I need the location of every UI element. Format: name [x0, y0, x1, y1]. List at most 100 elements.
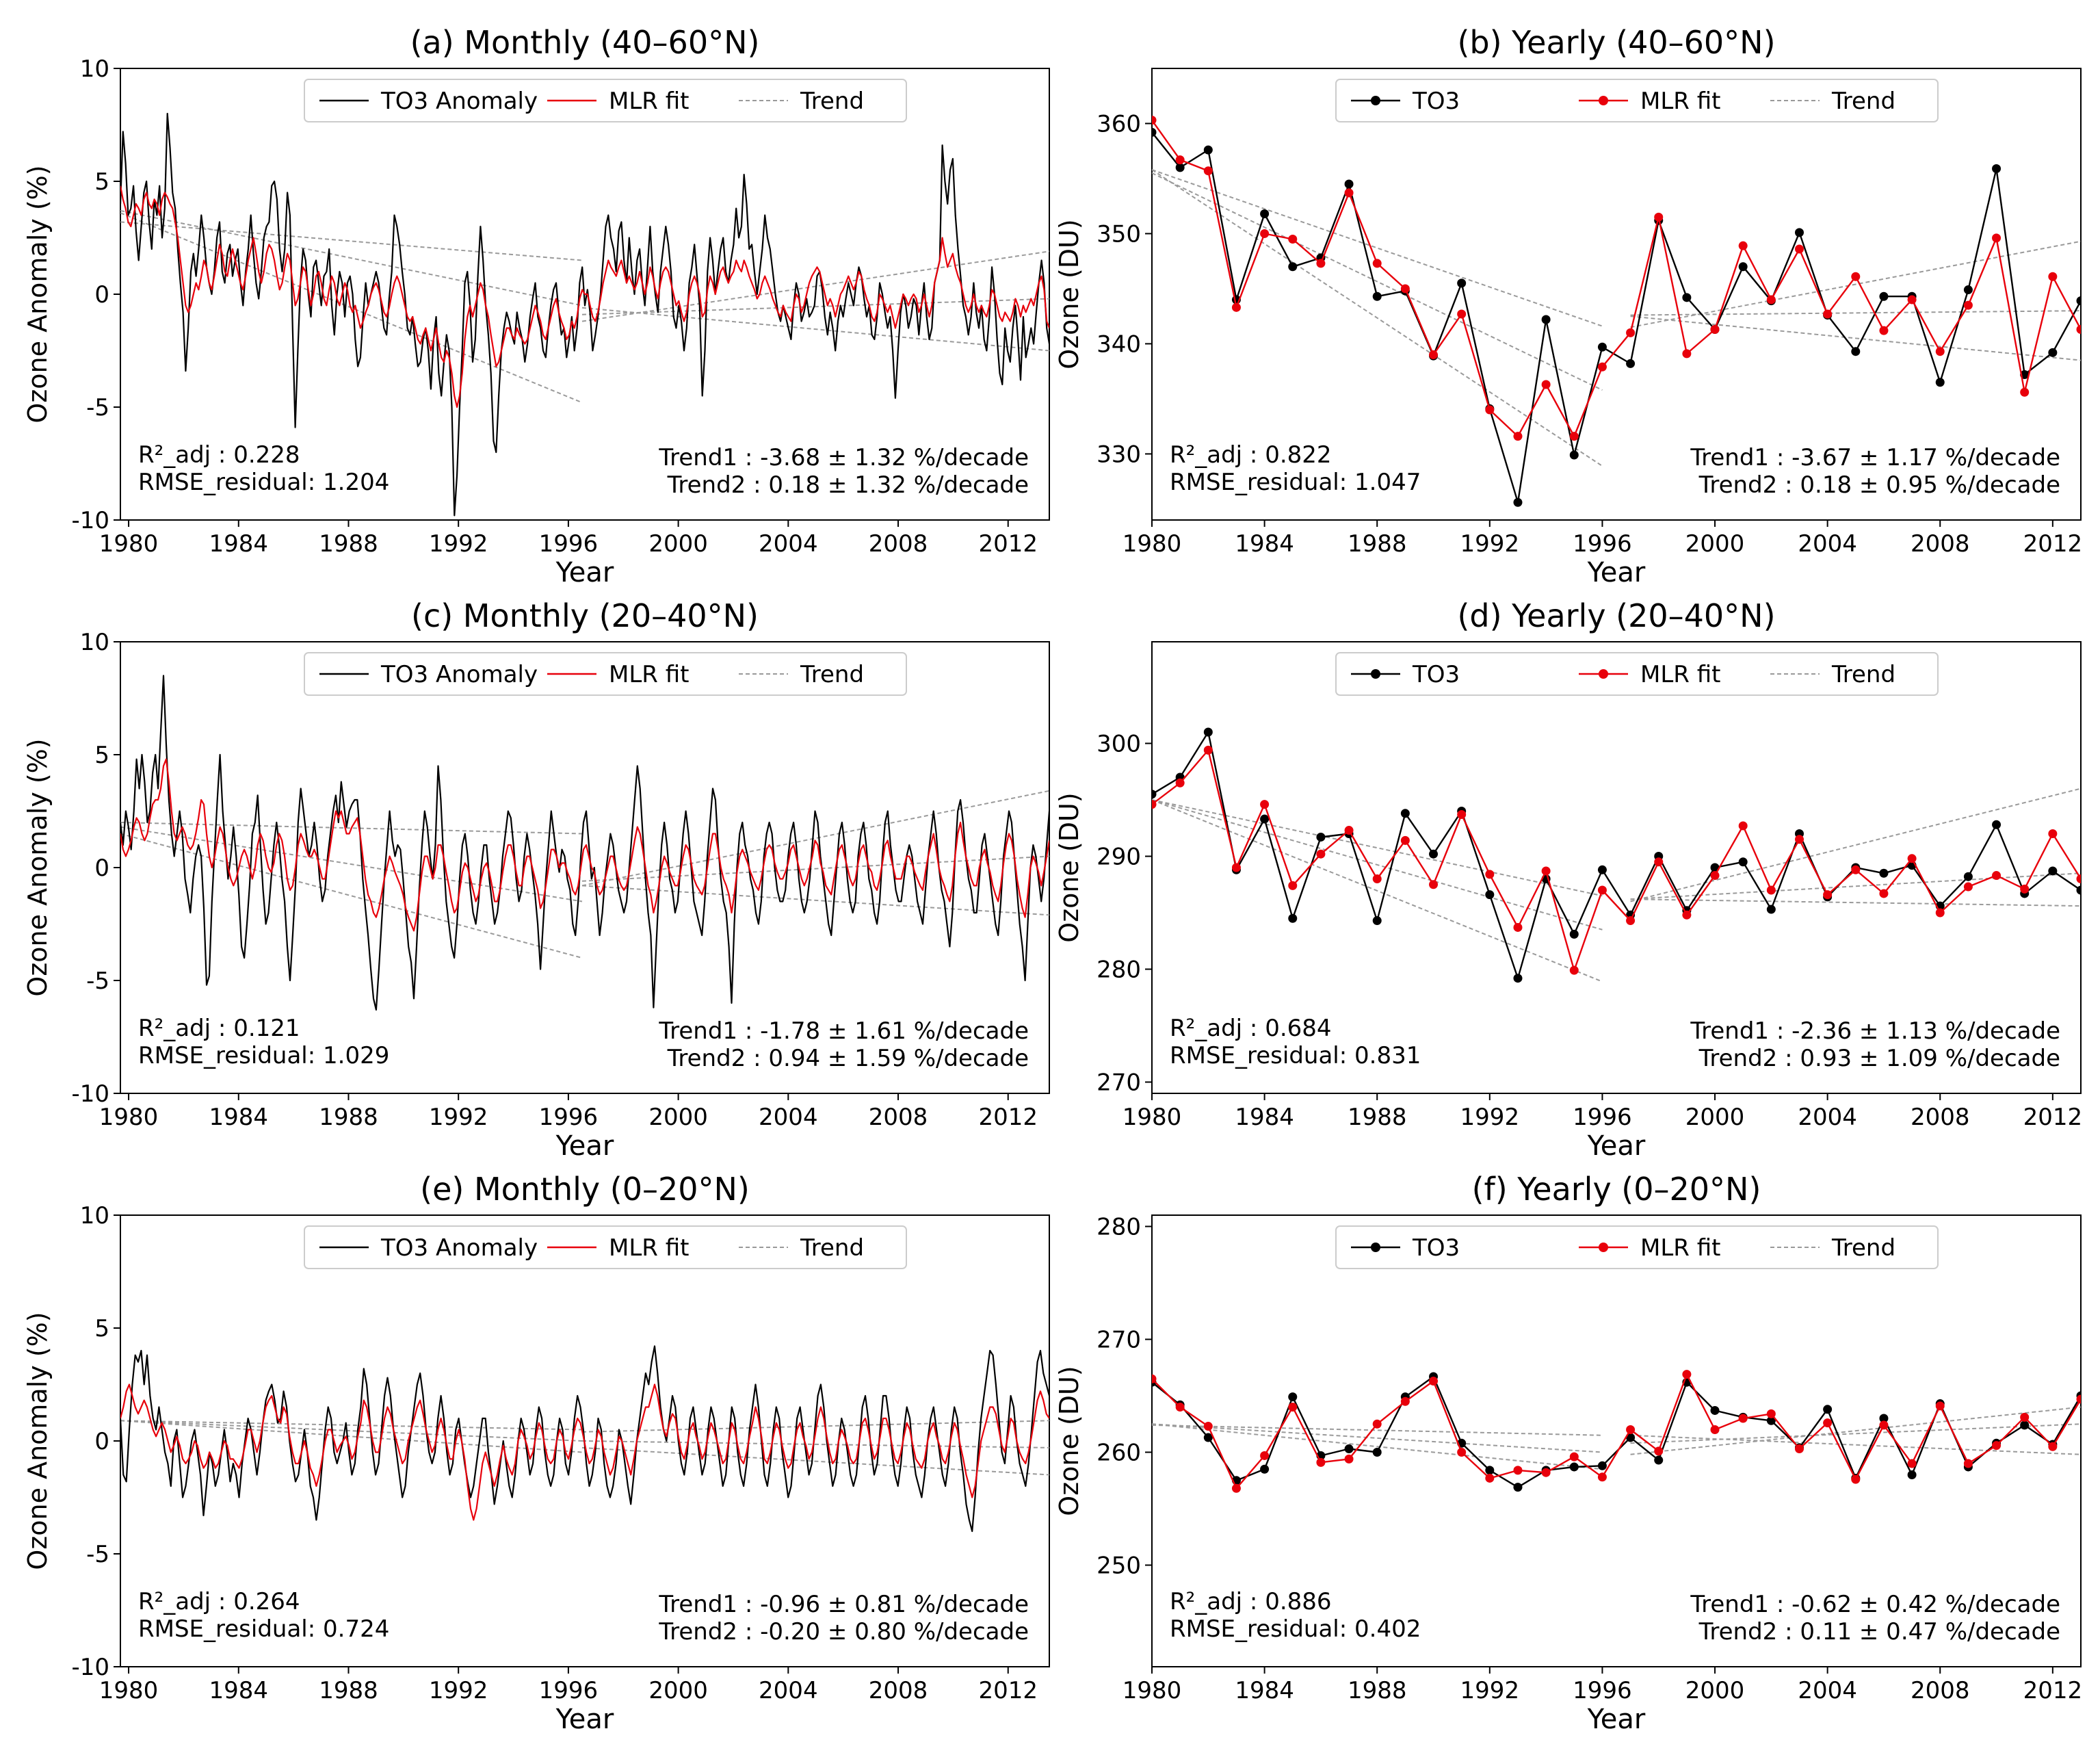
mlr-fit-point — [1823, 890, 1833, 900]
to3-point — [1851, 347, 1861, 356]
to3-point — [1710, 863, 1720, 872]
y-tick-label: 360 — [1097, 110, 1141, 138]
trend-line — [1630, 1434, 2081, 1455]
mlr-fit-point — [1260, 800, 1270, 809]
trend-line — [1152, 799, 1603, 931]
mlr-fit-point — [1400, 284, 1410, 294]
x-tick-label: 2012 — [2023, 1104, 2083, 1131]
y-tick-label: 280 — [1097, 1214, 1141, 1241]
mlr-fit-point — [1400, 1396, 1410, 1406]
mlr-fit-point — [1344, 826, 1354, 835]
mlr-fit-point — [1710, 325, 1720, 335]
plot-frame — [1151, 68, 2082, 521]
to3-point — [1372, 291, 1382, 301]
legend-swatch-marker — [1599, 96, 1608, 105]
mlr-fit-point — [2076, 1394, 2081, 1404]
mlr-fit-point — [1597, 885, 1607, 895]
mlr-fit-point — [1513, 1466, 1523, 1475]
annotation-stat: R²_adj : 0.822 — [1170, 441, 1332, 469]
mlr-fit-point — [1626, 1425, 1636, 1434]
x-tick-label: 1992 — [429, 530, 488, 558]
legend-label: MLR fit — [1640, 661, 1720, 688]
legend-label: TO3 — [1412, 88, 1460, 115]
to3-point — [1288, 1392, 1298, 1402]
trend-line — [1630, 1406, 2081, 1455]
x-tick-label: 2008 — [869, 1104, 928, 1131]
annotation-trend: Trend1 : -0.62 ± 0.42 %/decade — [1690, 1591, 2060, 1618]
x-tick-label: 1984 — [1235, 1677, 1294, 1704]
x-axis-label: Year — [1587, 557, 1646, 588]
x-tick-label: 1992 — [1460, 1104, 1520, 1131]
trend-line — [581, 307, 1049, 352]
legend-label: MLR fit — [1640, 1234, 1720, 1262]
legend: TO3 Anomaly MLR fit Trend — [304, 1225, 907, 1269]
mlr-fit-point — [1541, 1468, 1551, 1477]
mlr-fit-point — [1907, 1459, 1917, 1468]
y-axis-label: Ozone Anomaly (%) — [23, 1312, 53, 1570]
y-axis-label: Ozone (DU) — [1054, 1366, 1084, 1516]
chart-title: (f) Yearly (0–20°N) — [1472, 1171, 1761, 1208]
legend-label: MLR fit — [609, 661, 689, 688]
x-axis-label: Year — [1587, 1130, 1646, 1162]
mlr-fit-point — [1152, 1374, 1157, 1383]
mlr-fit-point — [1879, 1420, 1889, 1430]
x-tick-label: 1984 — [209, 1104, 268, 1131]
to3-point — [1513, 497, 1523, 507]
mlr-fit-point — [1152, 116, 1157, 125]
x-tick-label: 2008 — [869, 530, 928, 558]
trend-line — [120, 1420, 583, 1453]
annotation-stat: R²_adj : 0.228 — [138, 441, 300, 469]
x-tick-label: 1988 — [1348, 530, 1407, 558]
x-tick-label: 1984 — [1235, 1104, 1294, 1131]
y-tick-label: -10 — [71, 1080, 109, 1108]
mlr-fit-point — [1485, 405, 1495, 415]
x-tick-label: 1992 — [1460, 530, 1520, 558]
x-tick-label: 2012 — [978, 530, 1038, 558]
series-mlr-fit-line — [120, 1383, 1049, 1521]
mlr-fit-point — [1569, 1452, 1579, 1461]
mlr-fit-point — [1766, 295, 1776, 304]
trend-line — [120, 833, 583, 959]
mlr-fit-point — [1738, 1414, 1748, 1423]
y-tick-label: 270 — [1097, 1327, 1141, 1354]
to3-point — [1344, 179, 1354, 189]
annotation-trend: Trend2 : 0.18 ± 0.95 %/decade — [1698, 471, 2060, 499]
x-tick-label: 2000 — [1685, 530, 1745, 558]
panel-d-yearly-20-40n: (d) Yearly (20–40°N) 1980 1984 1988 1992 1996… — [1054, 597, 2083, 1162]
mlr-fit-point — [1260, 229, 1270, 238]
annotation-stat: RMSE_residual: 1.204 — [138, 469, 389, 496]
to3-point — [1710, 1405, 1720, 1415]
y-tick-label: 340 — [1097, 330, 1141, 358]
mlr-fit-point — [1231, 863, 1241, 872]
y-tick-label: -5 — [86, 1541, 109, 1568]
to3-point — [1654, 1455, 1664, 1465]
annotation-trend: Trend2 : 0.93 ± 1.09 %/decade — [1698, 1045, 2060, 1072]
trend-line — [1152, 169, 1603, 467]
mlr-fit-point — [1175, 778, 1185, 788]
mlr-fit-point — [1316, 849, 1326, 859]
mlr-fit-point — [1485, 1473, 1495, 1483]
x-tick-label: 2008 — [869, 1677, 928, 1704]
to3-point — [1907, 1470, 1917, 1479]
mlr-fit-point — [1963, 300, 1973, 310]
to3-point — [1152, 127, 1157, 137]
trend-line — [120, 1420, 583, 1442]
x-axis-label: Year — [555, 1130, 614, 1162]
annotation-trend: Trend1 : -0.96 ± 0.81 %/decade — [658, 1591, 1029, 1618]
mlr-fit-point — [1935, 347, 1945, 356]
legend: TO3 Anomaly MLR fit Trend — [304, 652, 907, 696]
plot-area — [1152, 727, 2081, 983]
trend-line — [581, 1440, 1049, 1448]
annotation-trend: Trend1 : -2.36 ± 1.13 %/decade — [1690, 1017, 2060, 1045]
x-tick-label: 1980 — [99, 1677, 159, 1704]
plot-frame — [1151, 1214, 2082, 1667]
legend-swatch-marker — [1371, 669, 1380, 679]
x-tick-label: 1980 — [1123, 530, 1182, 558]
to3-point — [1203, 1433, 1213, 1442]
mlr-fit-point — [1682, 910, 1692, 920]
y-axis-label: Ozone (DU) — [1054, 219, 1084, 369]
y-tick-label: 280 — [1097, 957, 1141, 984]
legend-label: TO3 Anomaly — [380, 1234, 538, 1262]
to3-point — [1152, 790, 1157, 799]
mlr-fit-point — [1457, 309, 1467, 319]
